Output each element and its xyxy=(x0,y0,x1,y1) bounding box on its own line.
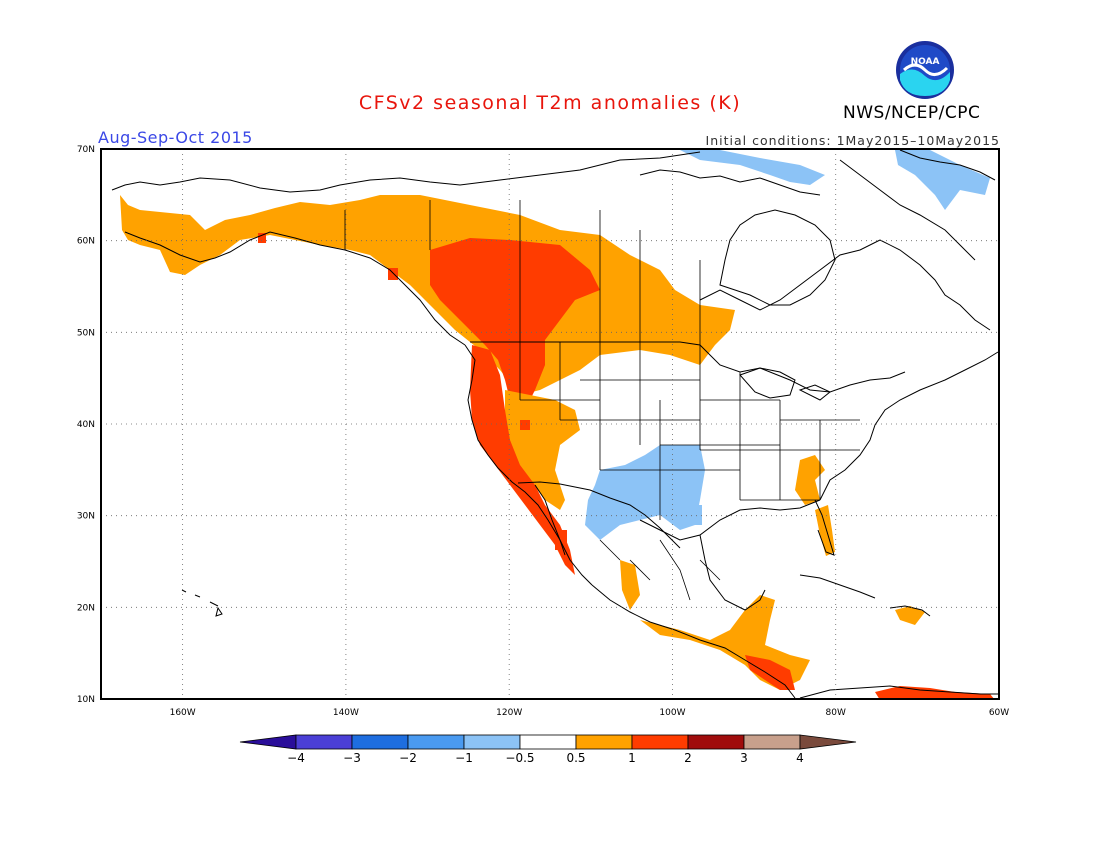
great-lakes xyxy=(739,367,831,401)
colorbar: −4 −3 −2 −1 −0.5 0.5 1 2 3 4 xyxy=(239,734,857,765)
hotspot-1 xyxy=(258,233,266,243)
lat-label: 20N xyxy=(77,603,95,613)
lon-label: 60W xyxy=(989,708,1009,718)
lat-label: 10N xyxy=(77,695,95,705)
coast-arctic-islands xyxy=(639,169,821,196)
hotspot-2 xyxy=(388,268,398,280)
colorbar-tick-label: 2 xyxy=(684,751,692,765)
region-caribbean-warm xyxy=(895,606,925,625)
noaa-logo: NOAA xyxy=(896,41,954,99)
colorbar-tick-label: −4 xyxy=(287,751,305,765)
coast-greenland xyxy=(899,149,996,181)
us-canada-border xyxy=(470,341,906,393)
colorbar-swatch xyxy=(295,734,353,750)
region-ne-cool xyxy=(680,150,825,185)
region-california-hot xyxy=(470,345,575,575)
coast-gulf-mexico xyxy=(699,534,766,611)
coast-hudson-bay xyxy=(719,209,836,306)
map-title: CFSv2 seasonal T2m anomalies (K) xyxy=(358,92,742,114)
region-south-america-hot xyxy=(875,686,995,699)
colorbar-swatch xyxy=(743,734,801,750)
colorbar-tick-label: −0.5 xyxy=(505,751,534,765)
region-se-warm xyxy=(795,455,825,505)
hotspot-5 xyxy=(682,505,702,525)
coast-east xyxy=(819,351,999,501)
colorbar-tick-label: −1 xyxy=(455,751,473,765)
colorbar-swatch xyxy=(519,734,577,750)
coast-baffin xyxy=(839,159,976,261)
lat-label: 40N xyxy=(77,420,95,430)
region-mexico-coast-warm xyxy=(620,560,640,610)
colorbar-swatch xyxy=(575,734,633,750)
map-frame xyxy=(100,148,1000,700)
coast-gulf xyxy=(639,499,821,541)
lat-label: 70N xyxy=(77,145,95,155)
lon-label: 120W xyxy=(496,708,522,718)
hotspot-4 xyxy=(520,420,530,430)
anomaly-shading xyxy=(120,150,995,699)
logo-text: NOAA xyxy=(911,57,940,67)
coast-alaska xyxy=(111,151,701,193)
lat-label: 30N xyxy=(77,512,95,522)
lon-label: 100W xyxy=(659,708,685,718)
colorbar-swatch xyxy=(407,734,465,750)
coast-south-america xyxy=(799,685,998,699)
coastlines xyxy=(111,149,999,699)
axis-labels: 70N 60N 50N 40N 30N 20N 10N 160W 140W 120W 100W 80W… xyxy=(77,145,1009,718)
us-mexico-border xyxy=(517,481,681,549)
coast-hudson xyxy=(699,239,881,311)
initial-conditions: Initial conditions: 1May2015–10May2015 xyxy=(705,133,1000,148)
coast-hawaii xyxy=(181,589,223,617)
colorbar-arrow-low xyxy=(239,734,297,750)
colorbar-tick-label: 0.5 xyxy=(566,751,585,765)
lon-label: 80W xyxy=(826,708,846,718)
colorbar-swatch xyxy=(631,734,689,750)
coast-cuba xyxy=(799,574,876,599)
region-western-canada-hot xyxy=(430,238,600,410)
colorbar-tick-label: 4 xyxy=(796,751,804,765)
lon-label: 160W xyxy=(170,708,196,718)
colorbar-tick-label: −2 xyxy=(399,751,417,765)
colorbar-tick-label: 3 xyxy=(740,751,748,765)
coast-labrador xyxy=(879,239,991,331)
agency-label: NWS/NCEP/CPC xyxy=(843,103,981,123)
colorbar-tick-label: 1 xyxy=(628,751,636,765)
coast-florida xyxy=(814,499,835,556)
coast-alaska-south xyxy=(124,231,466,346)
colorbar-arrow-high xyxy=(799,734,857,750)
lon-label: 140W xyxy=(333,708,359,718)
coast-mexico-pac xyxy=(591,584,796,699)
canada-provinces xyxy=(344,200,701,345)
coast-hispaniola xyxy=(889,605,931,617)
region-plains-cool xyxy=(585,445,705,540)
state-lines xyxy=(519,342,860,520)
region-ne-cool-2 xyxy=(895,150,990,210)
lat-label: 50N xyxy=(77,328,95,338)
colorbar-swatch xyxy=(463,734,521,750)
region-alaska-canada-warm xyxy=(120,195,735,395)
colorbar-tick-label: −3 xyxy=(343,751,361,765)
coast-baja xyxy=(534,484,566,556)
colorbar-swatch xyxy=(687,734,745,750)
lat-lon-grid xyxy=(101,149,999,699)
coast-west-us xyxy=(464,344,593,586)
mexico-states xyxy=(599,539,721,601)
forecast-period: Aug-Sep-Oct 2015 xyxy=(98,128,253,147)
region-central-america-hot xyxy=(745,655,795,690)
colorbar-swatch xyxy=(351,734,409,750)
lat-label: 60N xyxy=(77,237,95,247)
